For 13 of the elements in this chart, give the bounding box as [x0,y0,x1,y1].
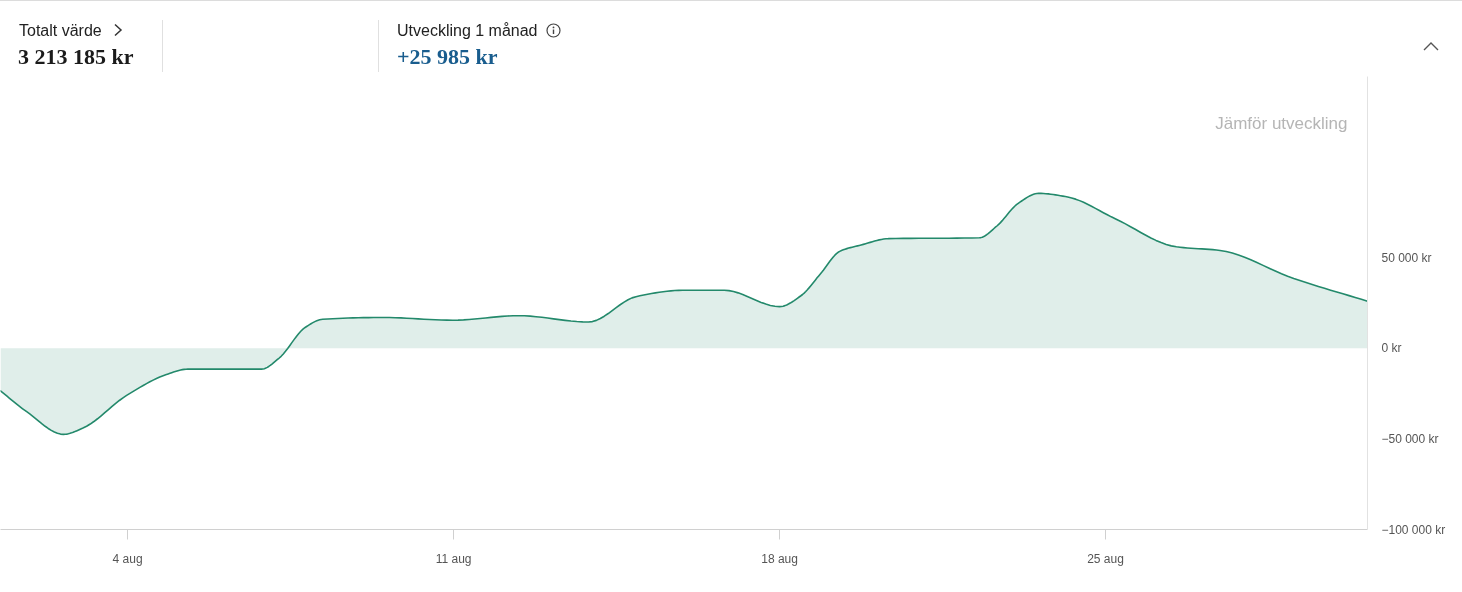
chart-title: Utveckling 1 månad [397,21,539,41]
y-tick-label: 0 kr [1381,341,1402,356]
chart-subtitle: +25 985 kr [397,44,498,70]
text: Totalt värde [19,21,103,41]
y-tick-label: 50 000 kr [1381,250,1432,265]
y-tick-label: −50 000 kr [1381,431,1439,446]
annotation: Jämför utveckling [1215,114,1348,134]
x-tick-label: 25 aug [1087,551,1124,566]
y-tick-label: −100 000 kr [1381,522,1446,537]
x-tick-label: 11 aug [435,551,472,566]
x-tick-label: 18 aug [761,551,798,566]
x-tick-label: 4 aug [112,551,143,566]
text: 3 213 185 kr [18,44,134,70]
